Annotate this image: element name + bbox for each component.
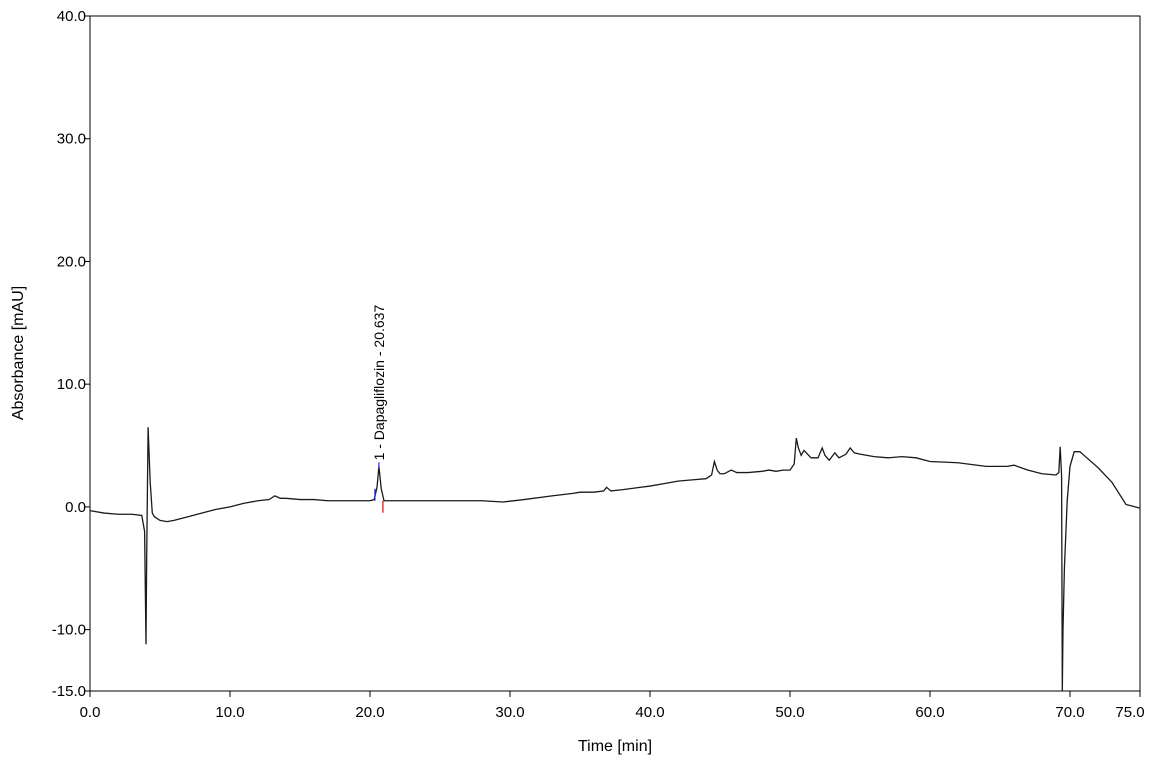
x-tick-label: 20.0 — [355, 704, 384, 721]
y-tick-label: 0.0 — [65, 499, 86, 516]
x-tick-label: 10.0 — [215, 704, 244, 721]
x-axis: 0.0 10.0 20.0 30.0 40.0 50.0 60.0 70.0 75.0 — [80, 691, 1145, 721]
x-axis-title: Time [min] — [578, 738, 652, 755]
x-tick-label: 60.0 — [915, 704, 944, 721]
y-axis: -15.0 -10.0 0.0 10.0 20.0 30.0 40.0 — [52, 8, 90, 700]
y-axis-title: Absorbance [mAU] — [10, 286, 27, 420]
x-tick-label: 70.0 — [1055, 704, 1084, 721]
y-tick-label: -15.0 — [52, 683, 86, 700]
y-tick-label: 40.0 — [57, 8, 86, 25]
plot-area — [89, 15, 1141, 692]
y-tick-label: 20.0 — [57, 253, 86, 270]
peak-label-dapagliflozin: 1 - Dapagliflozin - 20.637 — [371, 305, 387, 461]
x-tick-label: 50.0 — [775, 704, 804, 721]
y-tick-label: -10.0 — [52, 622, 86, 639]
y-tick-label: 30.0 — [57, 131, 86, 148]
y-tick-label: 10.0 — [57, 376, 86, 393]
x-tick-label: 30.0 — [495, 704, 524, 721]
x-tick-label: 40.0 — [635, 704, 664, 721]
peak-integration-markers — [374, 462, 384, 513]
x-tick-label: 0.0 — [80, 704, 101, 721]
absorbance-trace — [89, 427, 1141, 692]
x-tick-label: 75.0 — [1115, 704, 1144, 721]
